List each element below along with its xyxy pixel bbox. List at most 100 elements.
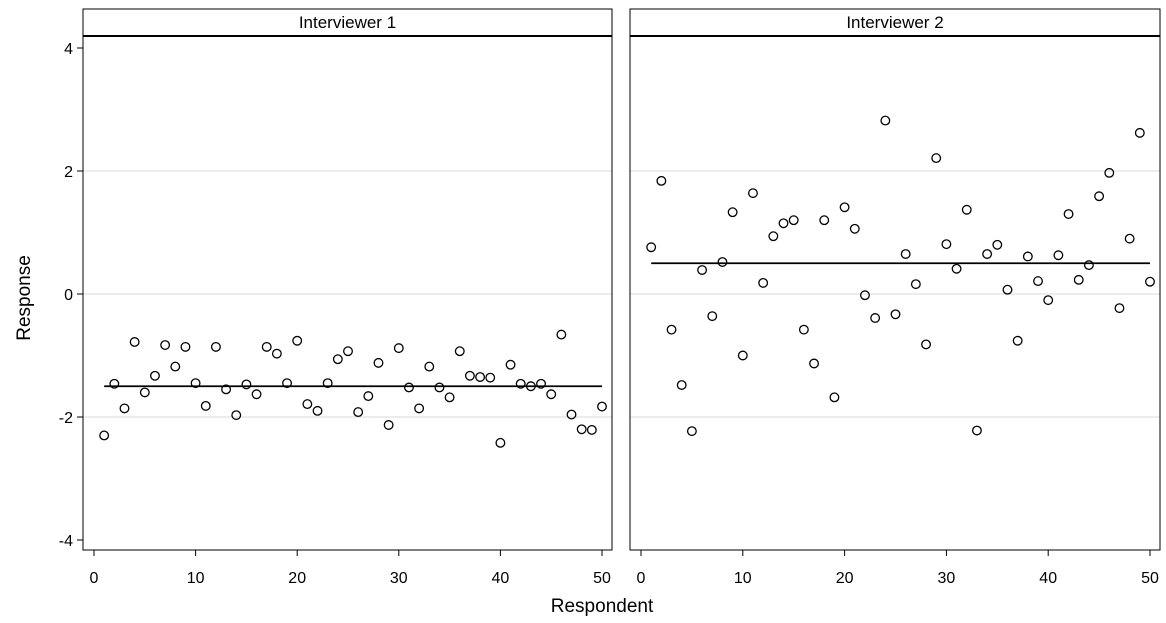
data-point xyxy=(251,389,262,400)
data-point xyxy=(312,405,323,416)
data-point xyxy=(1083,260,1094,271)
data-point xyxy=(343,346,353,357)
data-point xyxy=(566,409,577,420)
data-point xyxy=(221,384,232,395)
data-point xyxy=(129,337,140,347)
data-point xyxy=(1094,191,1105,202)
data-point xyxy=(1002,284,1013,295)
data-point xyxy=(393,343,404,354)
x-tick-label: 50 xyxy=(593,570,611,587)
plot-frame xyxy=(629,8,1161,551)
x-tick-label: 0 xyxy=(637,570,646,587)
data-point xyxy=(282,378,292,389)
x-tick-label: 40 xyxy=(492,570,510,587)
data-point xyxy=(556,329,567,340)
data-point xyxy=(150,370,160,381)
x-tick-label: 20 xyxy=(836,570,854,587)
data-point xyxy=(880,115,891,126)
data-point xyxy=(839,202,850,213)
data-point xyxy=(656,175,667,186)
data-point xyxy=(404,382,414,393)
data-point xyxy=(322,378,333,389)
panel-2: Interviewer 2 0 10 20 30 40 50 xyxy=(629,8,1161,587)
data-point xyxy=(748,188,758,199)
data-point xyxy=(597,401,607,412)
x-tick-label: 40 xyxy=(1039,570,1057,587)
data-point xyxy=(119,403,130,414)
data-point xyxy=(941,239,952,250)
x-tick-label: 50 xyxy=(1141,570,1159,587)
panel-strip xyxy=(82,8,613,37)
data-point xyxy=(727,207,738,218)
data-point xyxy=(546,389,557,400)
data-point xyxy=(525,381,536,392)
data-point xyxy=(686,426,697,437)
data-point xyxy=(676,380,687,390)
data-point xyxy=(495,437,506,448)
panel-strip xyxy=(629,8,1161,37)
data-point xyxy=(798,324,809,335)
data-point xyxy=(951,263,962,274)
data-point xyxy=(1043,295,1054,306)
data-point xyxy=(1073,274,1084,285)
data-point xyxy=(363,391,374,402)
data-point xyxy=(666,324,677,335)
data-point xyxy=(1104,167,1115,178)
panel-title: Interviewer 1 xyxy=(299,13,396,32)
data-point xyxy=(109,378,120,389)
y-tick-label: 2 xyxy=(64,164,73,181)
data-point xyxy=(190,378,201,389)
data-point xyxy=(444,392,455,403)
data-point xyxy=(829,392,840,403)
data-point xyxy=(1063,209,1074,220)
data-point xyxy=(454,346,465,357)
x-tick-label: 20 xyxy=(288,570,306,587)
x-axis-title: Respondent xyxy=(551,596,654,617)
data-point xyxy=(302,399,313,410)
data-point xyxy=(373,357,384,368)
data-point xyxy=(778,218,789,229)
data-point xyxy=(717,257,728,267)
data-point xyxy=(160,340,171,350)
y-tick-label: -4 xyxy=(59,533,73,550)
data-point xyxy=(586,424,597,435)
data-point xyxy=(860,290,870,301)
data-point xyxy=(241,379,252,390)
data-point xyxy=(992,239,1003,250)
data-point xyxy=(434,382,445,393)
data-point xyxy=(737,350,748,361)
data-point xyxy=(819,215,830,226)
data-point xyxy=(1134,127,1145,138)
data-point xyxy=(170,361,181,372)
data-point xyxy=(646,242,657,253)
data-point xyxy=(1033,276,1043,287)
data-point xyxy=(515,378,526,389)
data-point xyxy=(890,309,901,320)
data-point xyxy=(697,265,708,275)
data-point xyxy=(1012,335,1023,346)
data-point xyxy=(849,223,860,234)
data-point xyxy=(261,341,272,352)
x-tick-label: 30 xyxy=(390,570,408,587)
data-point xyxy=(768,231,779,242)
data-point xyxy=(1114,303,1125,314)
data-point xyxy=(1022,251,1033,262)
data-point xyxy=(464,370,475,381)
data-point xyxy=(332,354,343,365)
data-point xyxy=(971,425,982,436)
y-tick-label: 0 xyxy=(64,287,73,304)
data-point xyxy=(910,279,921,290)
data-point xyxy=(210,341,221,352)
x-tick-label: 0 xyxy=(90,570,99,587)
y-axis-title: Response xyxy=(14,255,35,341)
data-point xyxy=(707,311,718,322)
data-point xyxy=(485,372,496,383)
panel-title: Interviewer 2 xyxy=(846,13,943,32)
data-point xyxy=(788,215,799,226)
x-tick-label: 10 xyxy=(187,570,205,587)
data-point xyxy=(383,420,394,430)
x-tick-label: 30 xyxy=(938,570,956,587)
data-point xyxy=(1124,233,1135,244)
data-point xyxy=(900,249,911,259)
